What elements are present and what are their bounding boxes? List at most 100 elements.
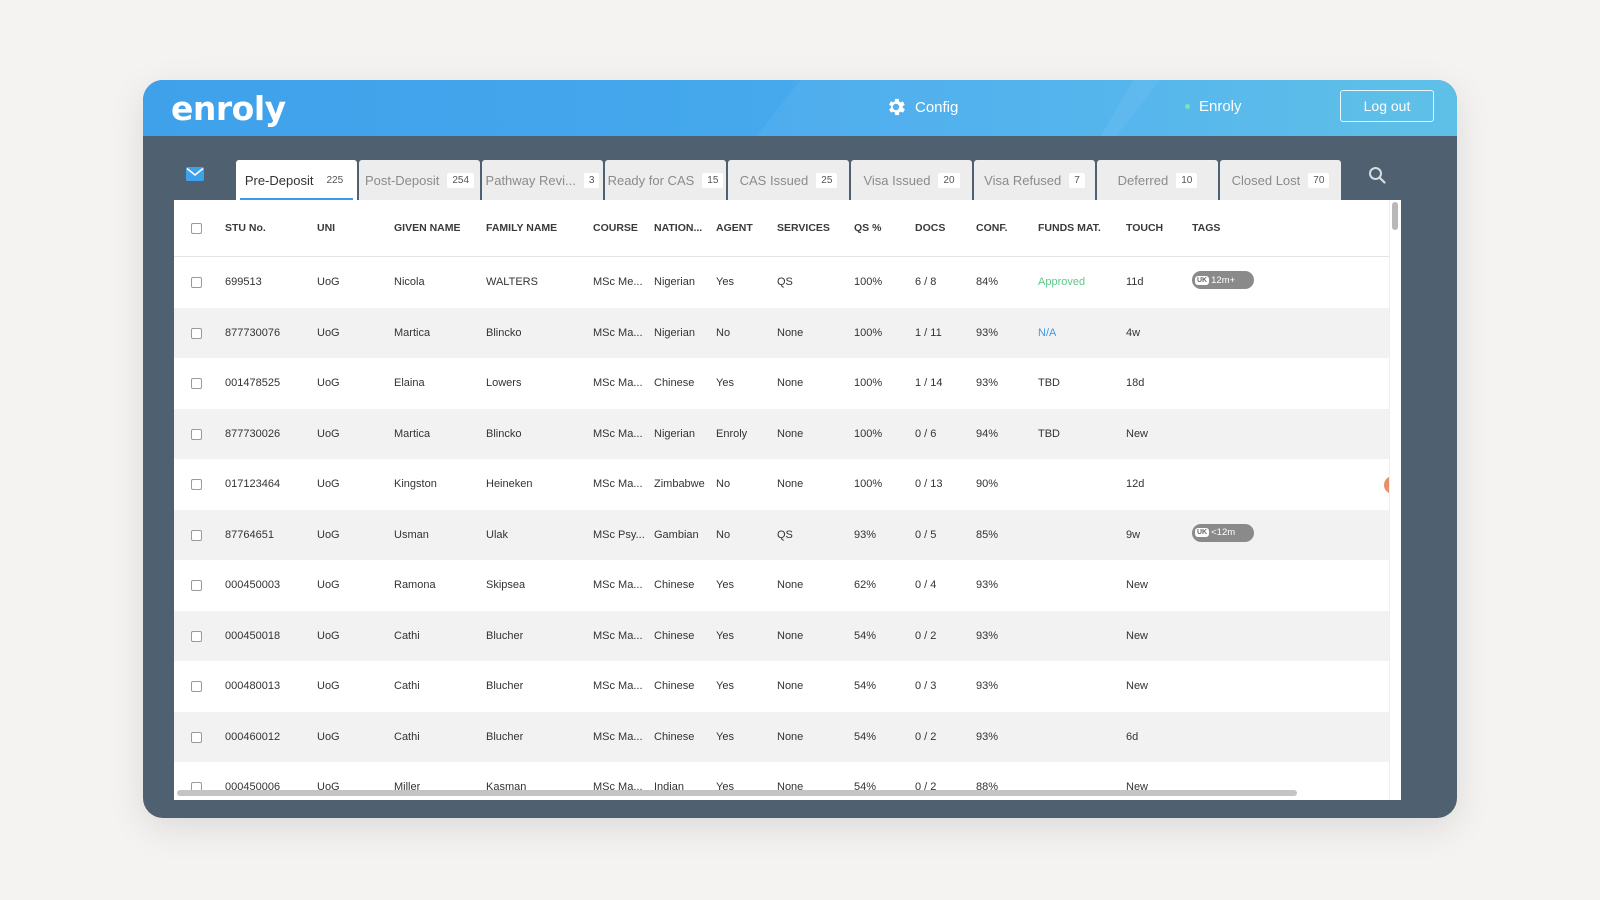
column-header-stu-no[interactable]: STU No. [225, 222, 266, 234]
tab-count-badge: 70 [1308, 172, 1330, 188]
table-row[interactable]: 001478525 UoG Elaina Lowers MSc Ma... Chinese… [174, 358, 1389, 409]
cell-services: None [777, 377, 804, 389]
select-all-checkbox[interactable] [191, 223, 202, 234]
cell-agent: No [716, 528, 731, 541]
tab-count-badge: 25 [816, 172, 838, 188]
table-row[interactable]: 000450003 UoG Ramona Skipsea MSc Ma... Chines… [174, 560, 1389, 611]
mail-icon[interactable] [186, 167, 204, 181]
cell-nationality: Chinese [654, 730, 695, 743]
tab-visa-issued[interactable]: Visa Issued 20 [851, 160, 972, 200]
cell-uni: UoG [317, 680, 340, 692]
row-checkbox[interactable] [191, 731, 202, 743]
cell-nationality: Nigerian [654, 276, 695, 288]
tag-badge[interactable]: UK <12m [1192, 523, 1254, 542]
cell-family-name: Heineken [486, 478, 533, 490]
row-checkbox[interactable] [191, 529, 202, 541]
cell-uni: UoG [317, 528, 340, 541]
horizontal-scroll-thumb[interactable] [177, 790, 1297, 796]
cell-touch: New [1126, 427, 1149, 440]
logout-button[interactable]: Log out [1340, 90, 1434, 122]
cell-course: MSc Ma... [593, 377, 643, 389]
column-header-nationality[interactable]: NATION... [654, 222, 703, 234]
row-checkbox[interactable] [191, 378, 202, 389]
cell-conf: 93% [976, 377, 999, 389]
tab-visa-refused[interactable]: Visa Refused 7 [974, 160, 1095, 200]
cell-docs: 0 / 2 [915, 730, 937, 743]
column-header-course[interactable]: COURSE [593, 222, 638, 234]
cell-docs: 1 / 14 [915, 377, 943, 389]
column-header-docs[interactable]: DOCS [915, 222, 946, 234]
tag-badge[interactable]: UK 12m+ [1192, 271, 1254, 289]
cell-conf: 93% [976, 680, 999, 692]
cell-docs: 0 / 6 [915, 427, 937, 440]
config-label: Config [915, 98, 959, 116]
tab-label: CAS Issued [739, 172, 809, 188]
table-row[interactable]: 877730076 UoG Martica Blincko MSc Ma... Niger… [174, 307, 1389, 358]
table-row[interactable]: 000450018 UoG Cathi Blucher MSc Ma... Chinese… [174, 610, 1389, 661]
cell-services: None [777, 427, 804, 440]
tab-label: Deferred [1117, 172, 1169, 188]
column-header-services[interactable]: SERVICES [777, 222, 830, 234]
column-header-uni[interactable]: UNI [317, 222, 336, 234]
row-checkbox[interactable] [191, 327, 202, 339]
tab-label: Visa Refused [984, 172, 1062, 188]
column-header-conf[interactable]: CONF. [976, 222, 1008, 234]
vertical-scroll-thumb[interactable] [1392, 202, 1398, 230]
cell-docs: 0 / 13 [915, 478, 943, 490]
tab-count-badge: 10 [1176, 172, 1198, 188]
app-window: enroly Config Enroly Log out Pre-Deposit… [143, 80, 1457, 818]
table-row[interactable]: 699513 UoG Nicola WALTERS MSc Me... Nigerian Y… [174, 257, 1389, 308]
tab-post-deposit[interactable]: Post-Deposit 254 [359, 160, 480, 200]
cell-stu-no: 87764651 [225, 528, 274, 541]
table-row[interactable]: 017123464 UoG Kingston Heineken MSc Ma... Zim… [174, 459, 1389, 510]
tab-pre-deposit[interactable]: Pre-Deposit 225 [236, 160, 357, 200]
row-checkbox[interactable] [191, 580, 202, 591]
table-row[interactable]: 000480013 UoG Cathi Blucher MSc Ma... Chinese… [174, 661, 1389, 712]
column-header-family-name[interactable]: FAMILY NAME [486, 222, 558, 234]
row-checkbox[interactable] [191, 428, 202, 440]
column-header-tags[interactable]: TAGS [1192, 222, 1221, 234]
cell-touch: 4w [1126, 326, 1141, 339]
config-button[interactable]: Config [885, 96, 958, 118]
cell-given-name: Cathi [394, 730, 420, 743]
cell-family-name: WALTERS [486, 276, 538, 288]
row-checkbox[interactable] [191, 479, 202, 490]
tab-cas-issued[interactable]: CAS Issued 25 [728, 160, 849, 200]
cell-conf: 94% [976, 427, 999, 440]
vertical-scrollbar[interactable] [1389, 200, 1401, 800]
logo[interactable]: enroly [171, 89, 286, 128]
row-checkbox[interactable] [191, 681, 202, 692]
column-header-qs-percent[interactable]: QS % [854, 222, 882, 234]
cell-course: MSc Psy... [593, 528, 645, 541]
cell-uni: UoG [317, 427, 340, 440]
cell-stu-no: 001478525 [225, 377, 281, 389]
tab-label: Pathway Revi... [485, 172, 576, 188]
row-checkbox[interactable] [191, 630, 202, 642]
cell-uni: UoG [317, 730, 340, 743]
tab-pathway-revi[interactable]: Pathway Revi... 3 [482, 160, 603, 200]
tag-label: 12m+ [1211, 274, 1236, 286]
cell-qs-percent: 93% [854, 528, 877, 541]
table-row[interactable]: 87764651 UoG Usman Ulak MSc Psy... Gambian No Q… [174, 509, 1389, 560]
cell-given-name: Martica [394, 427, 431, 440]
tab-closed-lost[interactable]: Closed Lost 70 [1220, 160, 1341, 200]
row-checkbox[interactable] [191, 277, 202, 288]
cell-services: None [777, 478, 804, 490]
cell-qs-percent: 100% [854, 427, 883, 440]
cell-family-name: Lowers [486, 377, 522, 389]
column-header-funds-mat[interactable]: FUNDS MAT. [1038, 222, 1101, 234]
column-header-given-name[interactable]: GIVEN NAME [394, 222, 461, 234]
table-row[interactable]: 877730026 UoG Martica Blincko MSc Ma... Niger… [174, 408, 1389, 459]
cell-conf: 93% [976, 326, 999, 339]
cell-agent: Yes [716, 579, 734, 591]
tab-deferred[interactable]: Deferred 10 [1097, 160, 1218, 200]
cell-services: QS [777, 276, 793, 288]
tab-ready-for-cas[interactable]: Ready for CAS 15 [605, 160, 726, 200]
cell-family-name: Skipsea [486, 579, 526, 591]
column-header-touch[interactable]: TOUCH [1126, 222, 1164, 234]
cell-course: MSc Ma... [593, 326, 643, 339]
column-header-agent[interactable]: AGENT [716, 222, 753, 234]
search-icon[interactable] [1368, 166, 1386, 184]
table-row[interactable]: 000460012 UoG Cathi Blucher MSc Ma... Chinese… [174, 711, 1389, 762]
cell-qs-percent: 100% [854, 478, 883, 490]
